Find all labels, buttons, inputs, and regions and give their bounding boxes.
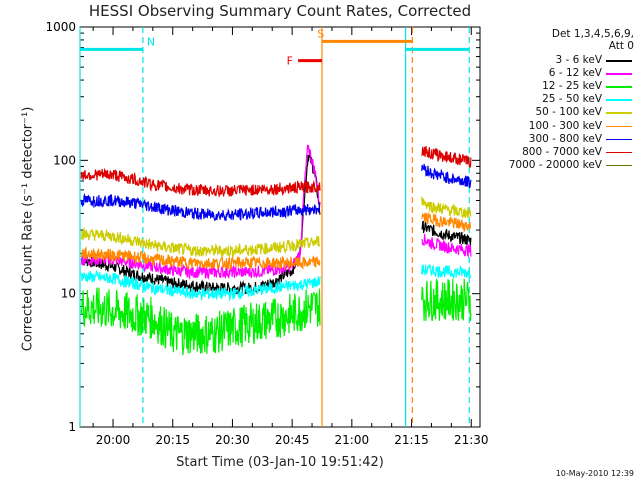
x-tick-label: 21:15 <box>394 433 429 447</box>
legend-label: 25 - 50 keV <box>542 93 602 106</box>
x-axis-label: Start Time (03-Jan-10 19:51:42) <box>176 455 384 470</box>
legend-label: 100 - 300 keV <box>528 119 602 132</box>
legend-swatch <box>606 125 632 127</box>
legend-label: 300 - 800 keV <box>528 132 602 145</box>
legend-entry: 12 - 25 keV <box>484 80 634 93</box>
legend-entry: 7000 - 20000 keV <box>484 159 634 172</box>
x-tick-label: 21:30 <box>454 433 489 447</box>
legend-swatch <box>606 164 632 167</box>
y-tick-label: 1000 <box>45 20 76 34</box>
legend-swatch <box>606 86 632 88</box>
legend-header-line-1: Det 1,3,4,5,6,9, <box>551 28 634 40</box>
series-line-100-300-kev <box>80 212 472 271</box>
legend-entry: 100 - 300 keV <box>484 120 634 133</box>
legend-entry: 3 - 6 keV <box>484 54 634 67</box>
y-tick-label: 100 <box>53 153 76 167</box>
y-tick-label: 1 <box>68 420 76 434</box>
legend-entry: 6 - 12 keV <box>484 67 634 80</box>
legend-swatch <box>606 60 632 62</box>
timestamp: 10-May-2010 12:39 <box>555 469 634 478</box>
legend-swatch <box>606 99 632 101</box>
series-line-12-25-kev <box>80 278 472 356</box>
state-label-S: S <box>317 27 324 40</box>
legend-swatch <box>606 112 632 114</box>
state-label-F: F <box>287 55 293 68</box>
x-tick-label: 20:45 <box>275 433 310 447</box>
legend-label: 50 - 100 keV <box>535 106 602 119</box>
series-line-300-800-kev <box>80 163 472 222</box>
legend-header-line-2: Att 0 <box>608 40 634 52</box>
legend-entry: 50 - 100 keV <box>484 106 634 119</box>
x-tick-label: 20:15 <box>155 433 190 447</box>
legend-swatch <box>606 151 632 154</box>
legend-label: 7000 - 20000 keV <box>508 158 602 171</box>
legend-label: 3 - 6 keV <box>555 54 602 66</box>
series-line-3-6-kev <box>80 154 472 296</box>
chart-title: HESSI Observing Summary Count Rates, Cor… <box>88 2 472 20</box>
legend-entry: 800 - 7000 keV <box>484 146 634 159</box>
y-tick-label: 10 <box>61 287 76 301</box>
legend-label: 6 - 12 keV <box>548 67 602 80</box>
series-line-50-100-kev <box>80 196 472 258</box>
legend-label: 800 - 7000 keV <box>522 145 602 158</box>
x-tick-label: 20:30 <box>215 433 250 447</box>
x-tick-label: 20:00 <box>96 433 131 447</box>
series-line-800-7000-kev <box>80 146 472 198</box>
legend-entry: 300 - 800 keV <box>484 133 634 146</box>
x-tick-label: 21:00 <box>335 433 370 447</box>
series-line-25-50-kev <box>80 264 472 302</box>
state-label-N: N <box>147 35 155 48</box>
plot-frame <box>79 26 481 428</box>
legend-swatch <box>606 138 632 141</box>
legend-label: 12 - 25 keV <box>542 80 602 93</box>
legend-swatch <box>606 73 632 75</box>
legend-entry: 25 - 50 keV <box>484 93 634 106</box>
